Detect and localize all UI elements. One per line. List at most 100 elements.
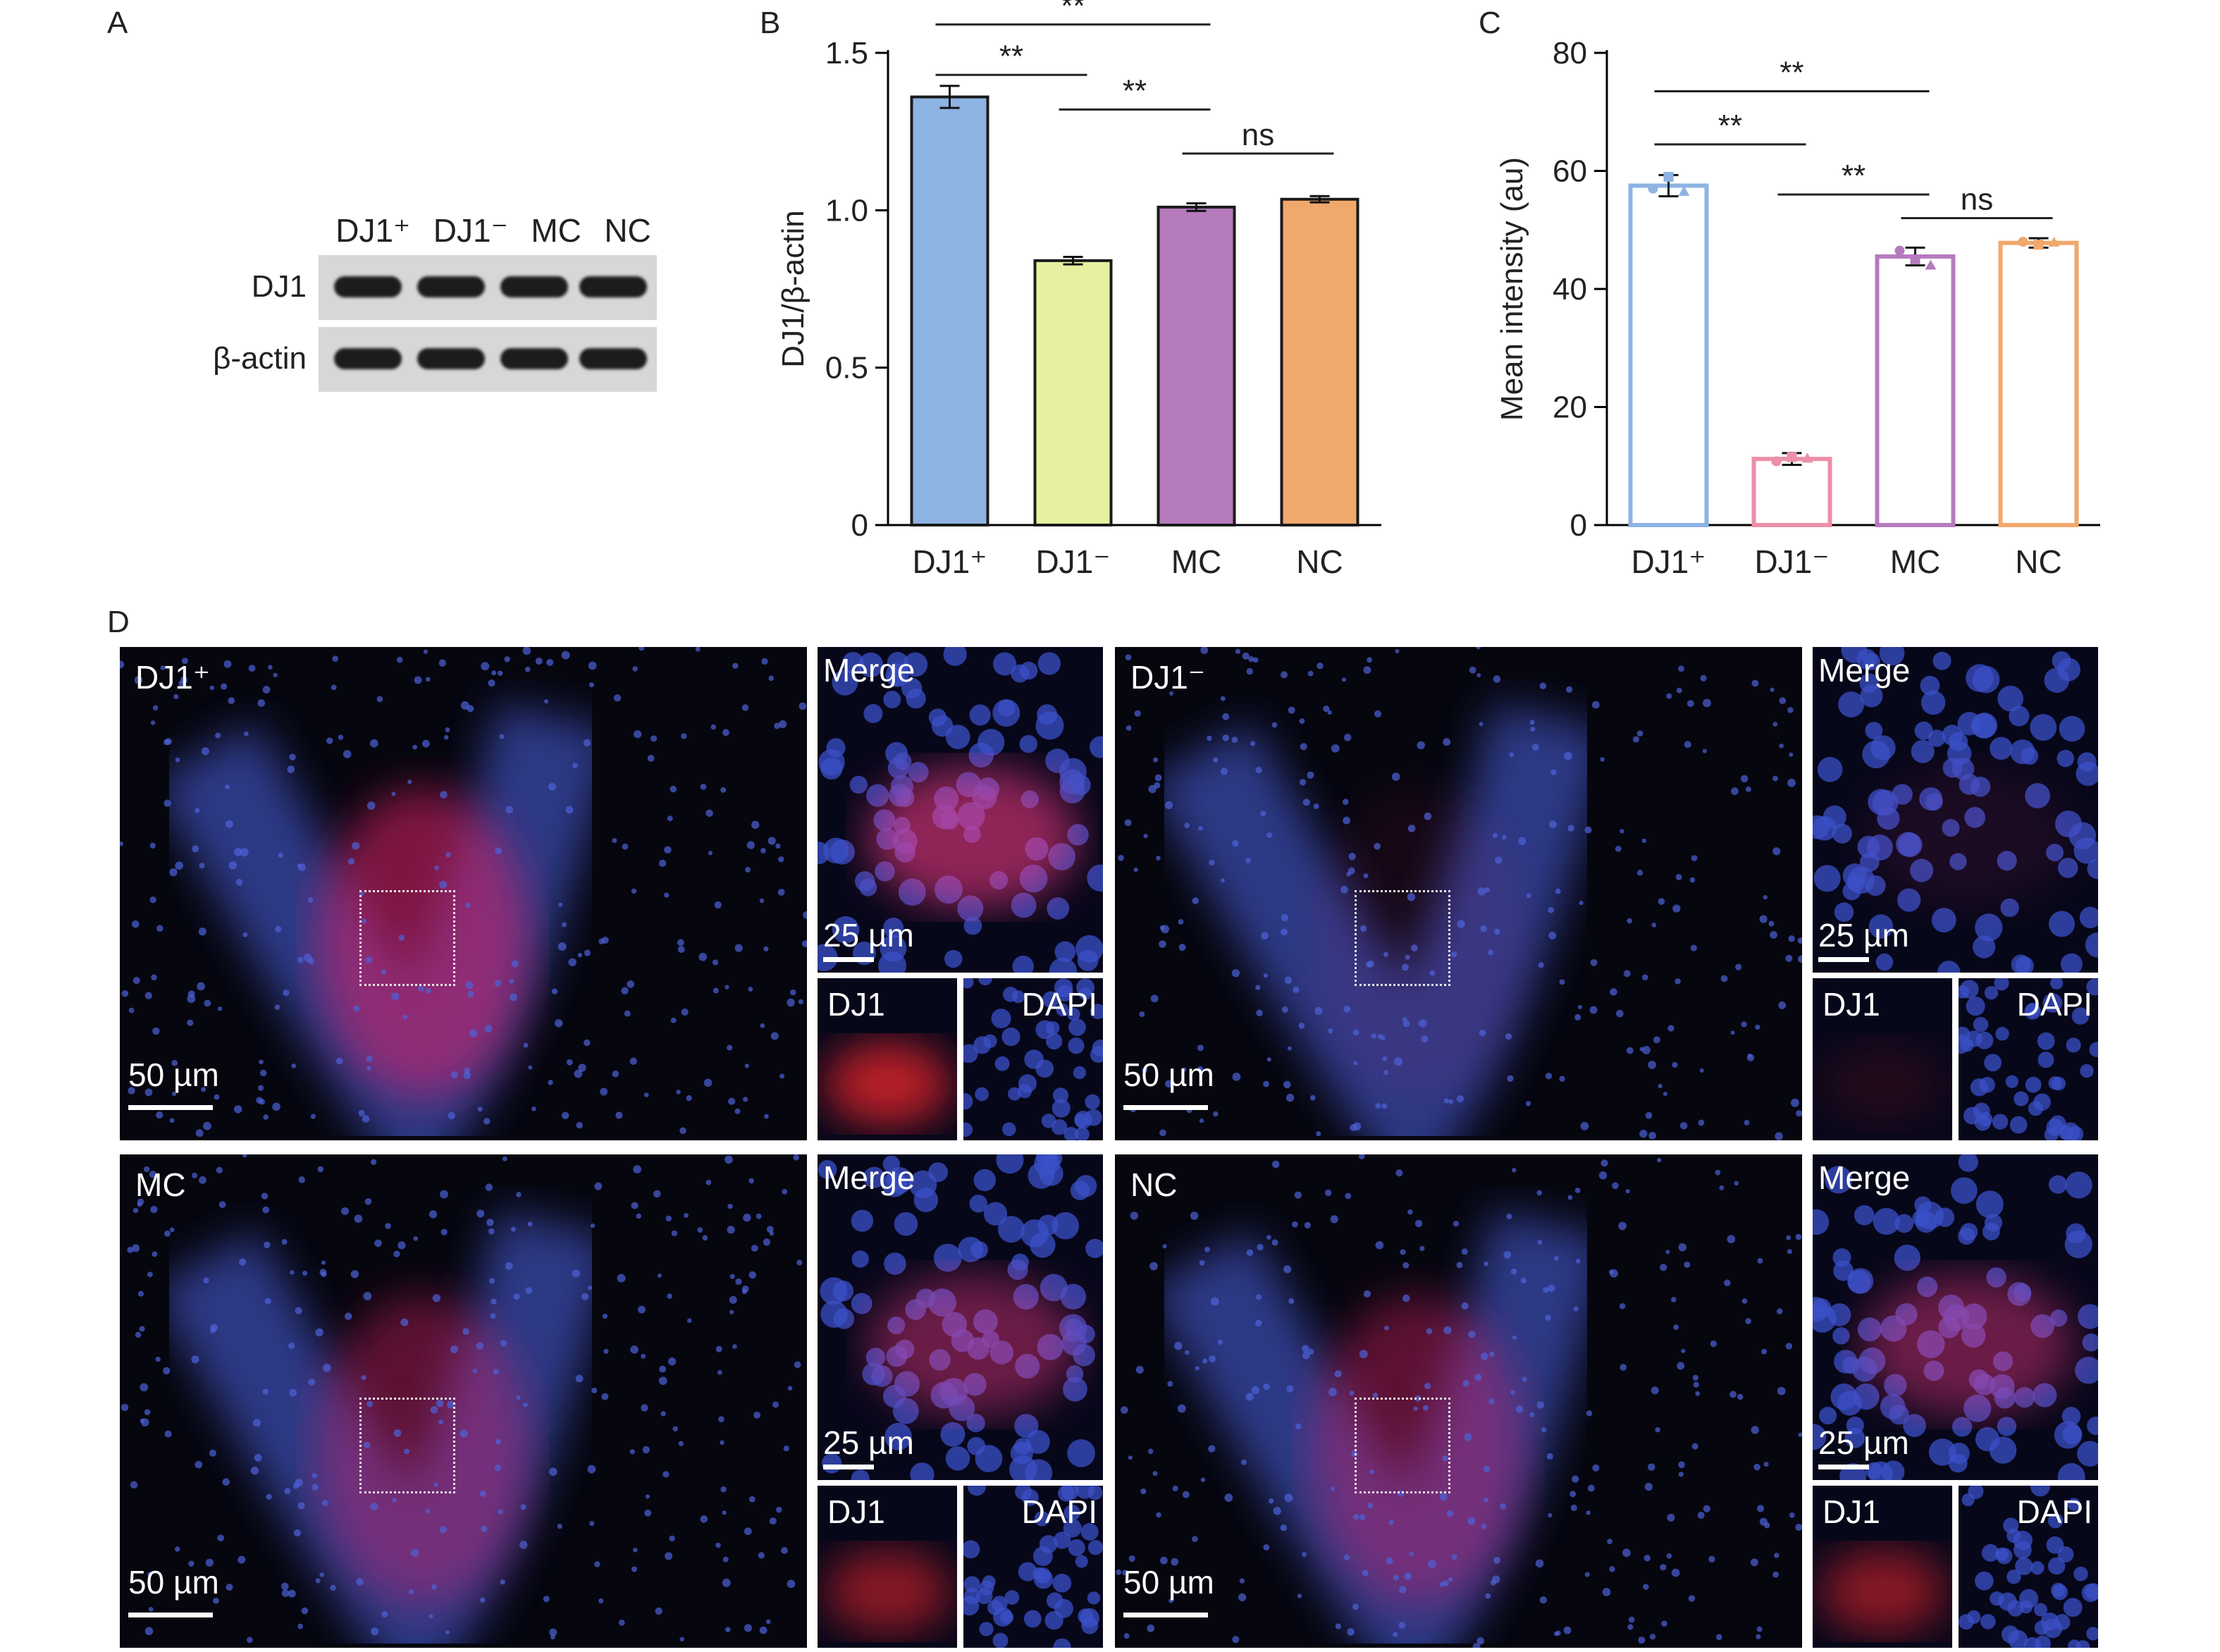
nucleus	[1302, 1552, 1307, 1557]
nucleus	[1159, 1129, 1166, 1137]
nucleus	[1506, 1214, 1512, 1220]
nucleus	[1935, 1207, 1955, 1227]
nucleus	[1702, 748, 1707, 753]
nucleus	[1304, 1221, 1312, 1229]
nucleus	[1676, 687, 1682, 694]
nucleus	[1238, 1593, 1247, 1602]
channel-label: DJ1	[1823, 986, 1880, 1023]
nucleus	[447, 1400, 455, 1409]
nucleus	[1178, 944, 1186, 951]
nucleus	[509, 979, 514, 984]
red-signal	[317, 788, 529, 1098]
nucleus	[1989, 1436, 2017, 1464]
roi-box	[359, 890, 455, 986]
nucleus	[1263, 973, 1269, 978]
nucleus	[1248, 656, 1254, 662]
nucleus	[631, 1202, 639, 1209]
data-point	[1801, 452, 1813, 463]
nucleus	[1352, 1603, 1359, 1610]
data-point	[2018, 237, 2028, 247]
nucleus	[1832, 823, 1852, 844]
nucleus	[1960, 980, 1979, 999]
nucleus	[1286, 1385, 1294, 1393]
nucleus	[1958, 1227, 1975, 1245]
nucleus	[667, 815, 673, 822]
nucleus	[1948, 1453, 1968, 1473]
nucleus	[1381, 1103, 1388, 1109]
nucleus	[963, 1540, 980, 1559]
zoom-scale-label: 25 µm	[823, 1424, 914, 1461]
nucleus	[588, 661, 597, 670]
nucleus	[1479, 722, 1484, 727]
nucleus	[268, 665, 273, 670]
nucleus	[423, 649, 428, 654]
nucleus	[345, 1312, 352, 1320]
nucleus	[557, 942, 567, 951]
nucleus	[1167, 1381, 1173, 1387]
nucleus	[1231, 969, 1240, 978]
nucleus	[1787, 707, 1794, 713]
nucleus	[901, 677, 923, 699]
nucleus	[391, 791, 396, 796]
nucleus	[1510, 1268, 1517, 1275]
nucleus	[1302, 1345, 1309, 1352]
nucleus	[883, 918, 904, 939]
nucleus	[121, 990, 129, 997]
nucleus	[1209, 859, 1215, 866]
nucleus	[734, 944, 743, 952]
nucleus	[793, 1154, 799, 1161]
nucleus	[134, 676, 143, 684]
nucleus	[1737, 1393, 1744, 1400]
nucleus	[550, 1634, 555, 1640]
nucleus	[1324, 1189, 1332, 1197]
nucleus	[1619, 1303, 1626, 1309]
nucleus	[225, 820, 233, 828]
nucleus	[1559, 979, 1565, 985]
nucleus	[1457, 920, 1465, 928]
nucleus	[1293, 986, 1300, 993]
nucleus	[1643, 1584, 1649, 1590]
nucleus	[169, 868, 178, 877]
data-point	[2048, 236, 2060, 247]
nucleus	[1116, 1569, 1122, 1575]
nucleus	[2067, 1498, 2081, 1512]
nucleus	[884, 1252, 906, 1275]
nucleus	[1763, 894, 1768, 900]
nucleus	[1610, 1269, 1618, 1278]
nucleus	[256, 1097, 263, 1104]
nucleus	[1720, 975, 1728, 982]
nucleus	[1143, 834, 1148, 839]
nucleus	[524, 666, 531, 672]
nucleus	[2057, 1463, 2085, 1480]
nucleus	[2014, 1091, 2029, 1107]
nucleus	[1644, 1555, 1651, 1562]
channel-label: DAPI	[1021, 1493, 1097, 1530]
nucleus	[1485, 1593, 1491, 1599]
nucleus	[933, 1243, 962, 1272]
nucleus	[963, 1587, 980, 1604]
nucleus	[1439, 1493, 1448, 1501]
nucleus	[381, 1610, 388, 1617]
nucleus	[1813, 865, 1841, 892]
nucleus	[1288, 1298, 1295, 1305]
nucleus	[147, 1572, 153, 1577]
nucleus	[1648, 1131, 1656, 1140]
nucleus	[1756, 1626, 1763, 1632]
nucleus	[761, 658, 768, 665]
nucleus	[665, 1215, 672, 1222]
nucleus	[1995, 1027, 2009, 1041]
nucleus	[677, 939, 684, 947]
nucleus	[408, 1589, 414, 1595]
nucleus	[1367, 961, 1374, 968]
nucleus	[209, 1449, 216, 1457]
channel-label: DJ1	[1823, 1493, 1880, 1530]
nucleus	[591, 1387, 598, 1394]
nucleus	[221, 683, 228, 690]
nucleus	[1612, 1182, 1619, 1190]
nucleus	[720, 1486, 727, 1493]
nucleus	[371, 1159, 377, 1165]
nucleus	[993, 1607, 1013, 1627]
nucleus	[1536, 1190, 1542, 1196]
nucleus	[1208, 1445, 1216, 1453]
merge-image	[818, 647, 1103, 973]
